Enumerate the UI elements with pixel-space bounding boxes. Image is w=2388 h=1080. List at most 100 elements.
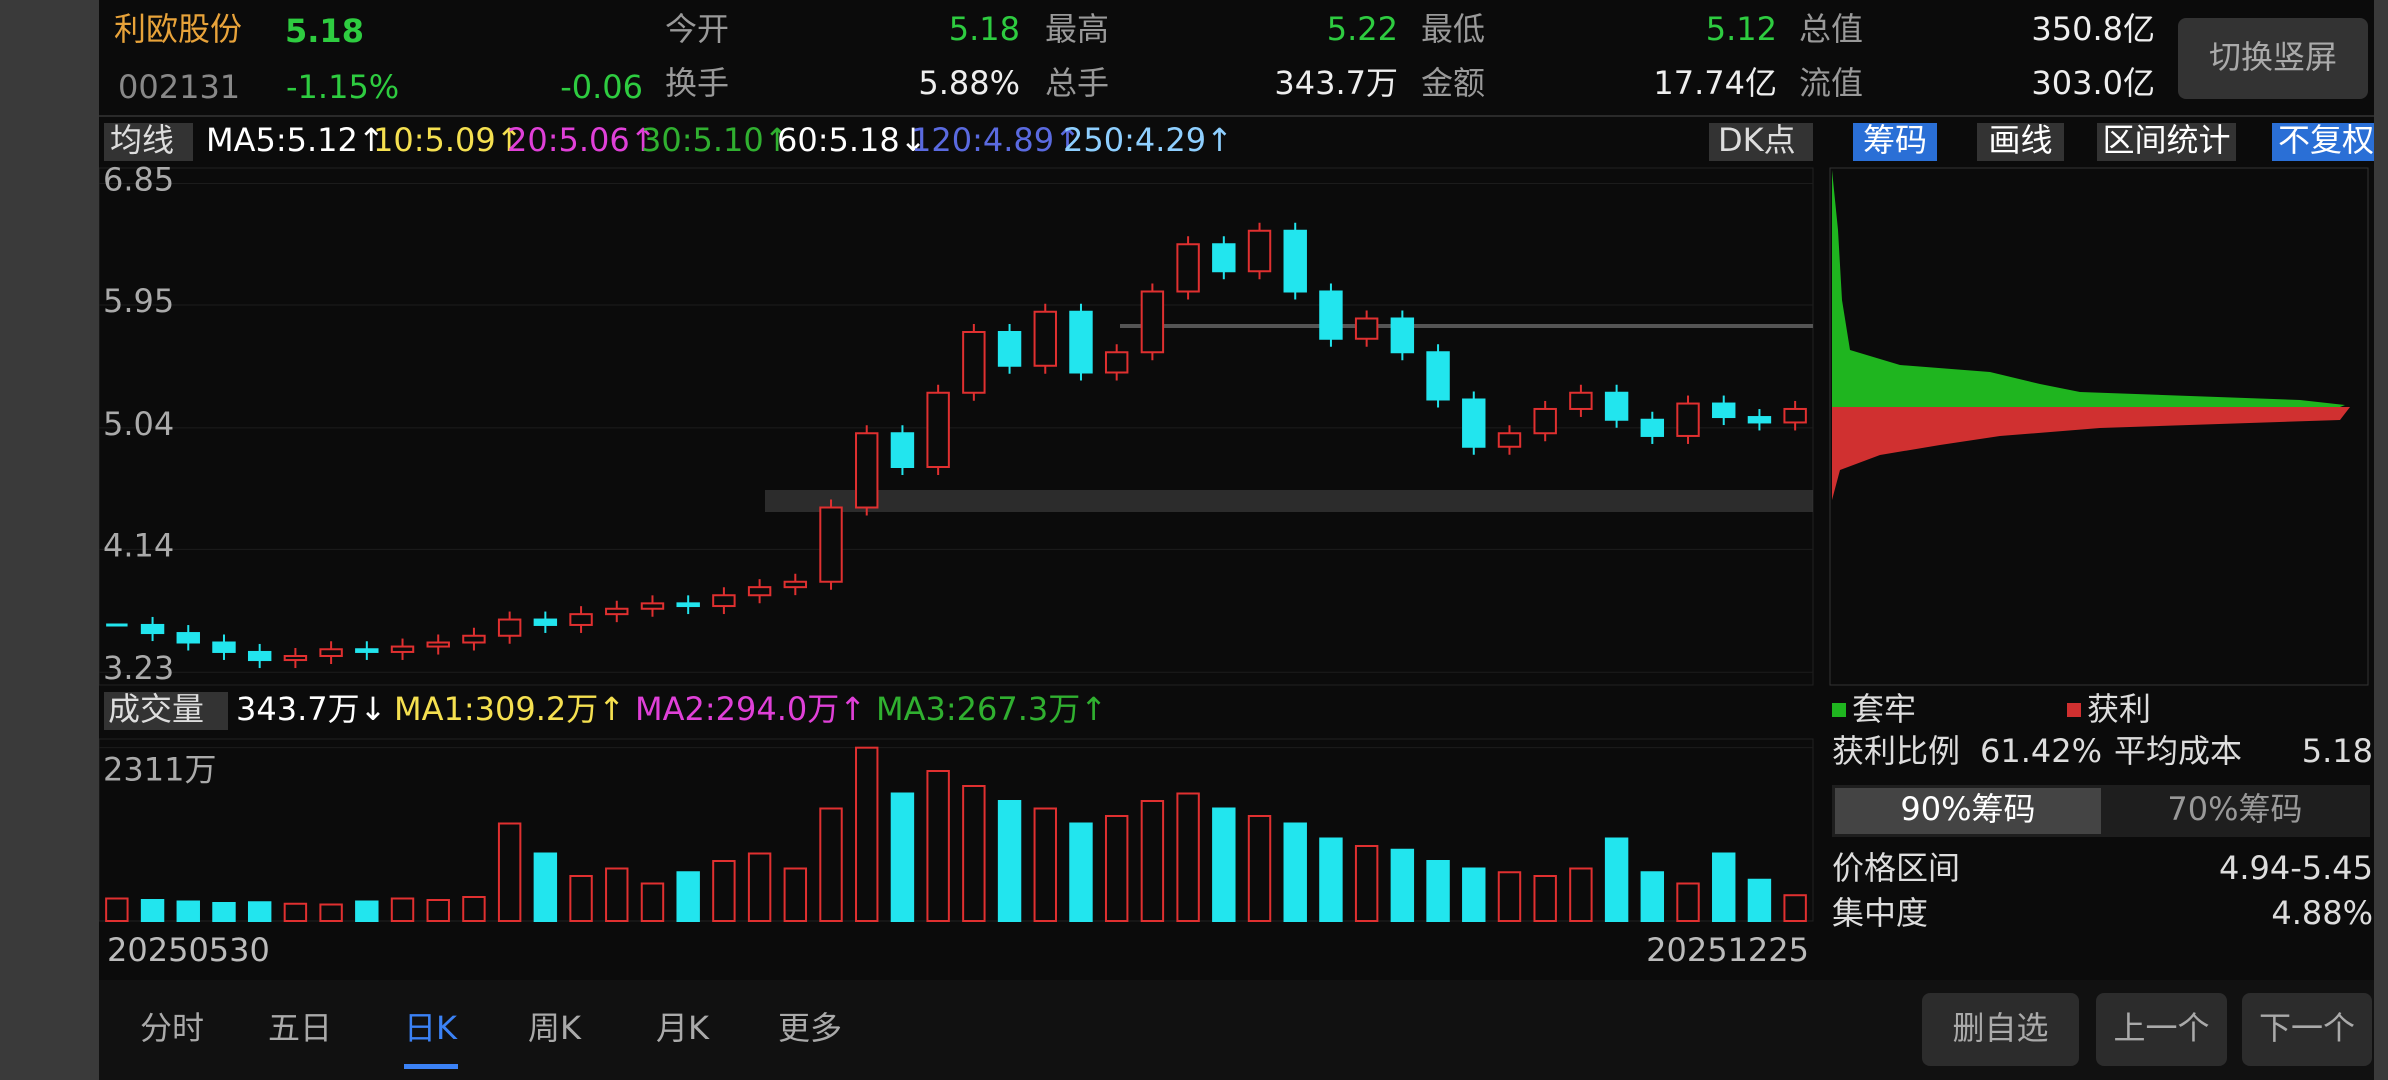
- end-date: 20251225: [1646, 931, 1809, 969]
- stat-value: 17.74亿: [1653, 64, 1777, 102]
- candle: [1033, 310, 1057, 367]
- profit-label: 获利比例: [1832, 732, 1960, 770]
- candle: [712, 594, 736, 608]
- volume-bar: [533, 852, 558, 922]
- tool-label[interactable]: 画线: [1988, 121, 2052, 159]
- tool-button[interactable]: [1853, 123, 1937, 161]
- candle: [1390, 317, 1415, 354]
- y-tick-label: 5.95: [103, 282, 174, 320]
- volume-bar: [676, 871, 700, 922]
- stat-value: 5.88%: [918, 64, 1020, 102]
- chip-frame: [1829, 167, 2369, 686]
- volume-bar: [1712, 852, 1736, 922]
- volume-bar: [1104, 815, 1129, 922]
- candle: [676, 602, 700, 608]
- range-value: 4.94-5.45: [2219, 849, 2373, 887]
- volume-bar: [1033, 807, 1057, 922]
- volume-bar: [1354, 845, 1379, 922]
- rotate-button[interactable]: [2178, 18, 2368, 99]
- action-button[interactable]: [2096, 993, 2227, 1066]
- candle: [319, 648, 343, 657]
- toggle-option[interactable]: 90%筹码: [1900, 790, 2035, 828]
- stock-name: 利欧股份: [114, 10, 242, 48]
- candle: [1069, 310, 1093, 374]
- volume-bar: [1783, 894, 1807, 922]
- candle: [1569, 391, 1593, 410]
- avg-label: 平均成本: [2114, 732, 2242, 770]
- volume-bar: [855, 746, 879, 922]
- candle: [140, 623, 165, 635]
- volume-bar: [1426, 860, 1450, 922]
- stat-label: 最高: [1045, 10, 1109, 48]
- ma-item: 20:5.06↑: [507, 121, 657, 159]
- period-tab[interactable]: 五日: [268, 1009, 332, 1047]
- y-tick-label: 5.04: [103, 405, 174, 443]
- volume-bar: [1747, 878, 1772, 922]
- rotate-label[interactable]: 切换竖屏: [2209, 38, 2337, 76]
- dk-button[interactable]: [1709, 123, 1813, 161]
- volume-selector[interactable]: [104, 692, 228, 730]
- stat-value: 5.12: [1706, 10, 1777, 48]
- volume-bar: [1140, 800, 1165, 922]
- candle: [390, 645, 415, 653]
- stat-label: 总值: [1799, 10, 1863, 48]
- chip-profile-loss: [1832, 170, 2345, 407]
- volume-bar: [176, 900, 200, 922]
- volume-bar: [462, 896, 486, 922]
- toggle-selected[interactable]: [1835, 788, 2101, 834]
- candle: [926, 391, 950, 468]
- candle: [1462, 398, 1486, 448]
- volume-bar: [1569, 867, 1593, 922]
- tool-label[interactable]: 不复权: [2278, 121, 2374, 159]
- period-tab[interactable]: 月K: [656, 1009, 710, 1047]
- volume-bar: [212, 902, 236, 922]
- y-tick-label: 4.14: [103, 526, 174, 564]
- tool-button[interactable]: [1977, 123, 2064, 161]
- stat-label: 总手: [1045, 64, 1109, 102]
- volume-bar: [140, 899, 165, 922]
- candle: [1783, 407, 1807, 424]
- range-band: [765, 490, 1813, 512]
- legend-label: 套牢: [1852, 690, 1916, 728]
- volume-item: 343.7万↓: [236, 690, 386, 728]
- candle: [640, 602, 665, 610]
- toggle-option[interactable]: 70%筹码: [2167, 790, 2302, 828]
- ma-selector-label[interactable]: 均线: [110, 121, 174, 159]
- volume-selector-label[interactable]: 成交量: [108, 690, 204, 728]
- volume-item: MA3:267.3万↑: [876, 690, 1107, 728]
- volume-bar: [640, 882, 665, 922]
- candle: [569, 613, 593, 626]
- tool-button[interactable]: [2272, 123, 2380, 161]
- legend-swatch: [1832, 703, 1846, 717]
- candle: [855, 432, 879, 509]
- ma-selector[interactable]: [104, 123, 193, 161]
- candle: [1426, 351, 1450, 401]
- candle: [1212, 243, 1236, 273]
- stat-label: 今开: [665, 10, 729, 48]
- y-tick-label: 3.23: [103, 649, 174, 687]
- action-label[interactable]: 删自选: [1952, 1009, 2048, 1047]
- tool-label[interactable]: 筹码: [1863, 121, 1927, 159]
- tool-button[interactable]: [2097, 123, 2236, 161]
- period-tab[interactable]: 日K: [404, 1009, 458, 1047]
- legend-swatch: [2067, 703, 2081, 717]
- action-button[interactable]: [1922, 993, 2079, 1066]
- volume-bar: [1497, 871, 1522, 922]
- ma-item: 10:5.09↑: [373, 121, 523, 159]
- action-label[interactable]: 上一个: [2113, 1009, 2209, 1047]
- period-tab[interactable]: 更多: [778, 1009, 842, 1047]
- action-button[interactable]: [2242, 993, 2372, 1066]
- ma-item: 30:5.10↑: [641, 121, 791, 159]
- volume-bar: [105, 897, 129, 922]
- candle: [1247, 229, 1272, 273]
- action-label[interactable]: 下一个: [2259, 1009, 2355, 1047]
- tab-underline: [404, 1064, 458, 1069]
- tool-label[interactable]: 区间统计: [2102, 121, 2230, 159]
- period-tab[interactable]: 周K: [528, 1009, 582, 1047]
- volume-bar: [1640, 871, 1665, 922]
- volume-bar: [1319, 837, 1343, 922]
- dk-label[interactable]: DK点: [1718, 121, 1796, 159]
- candle: [1640, 418, 1665, 437]
- candle: [212, 641, 236, 653]
- period-tab[interactable]: 分时: [140, 1009, 204, 1047]
